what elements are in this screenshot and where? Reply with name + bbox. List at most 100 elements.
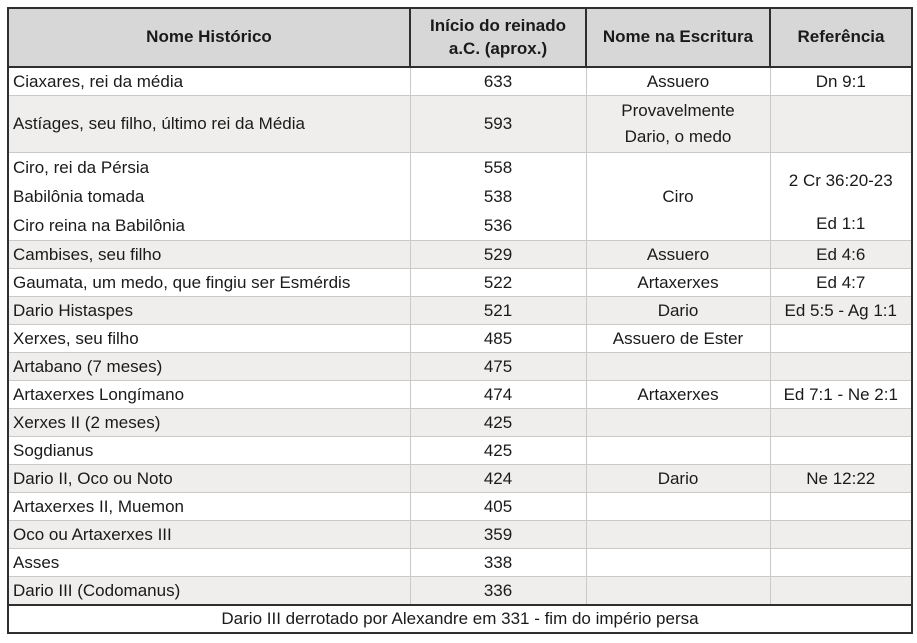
table-row: Oco ou Artaxerxes III 359 xyxy=(7,520,913,549)
historical-name-cell: Xerxes, seu filho xyxy=(7,324,411,353)
reign-start-cell: 338 xyxy=(409,548,587,577)
reference-cell: Dn 9:1 xyxy=(769,66,913,96)
column-header-nome-historico: Nome Histórico xyxy=(7,7,411,68)
reference-cell xyxy=(769,408,913,437)
historical-name-cell: Asses xyxy=(7,548,411,577)
reference-cell xyxy=(769,95,913,153)
historical-name-cell: Oco ou Artaxerxes III xyxy=(7,520,411,549)
reference-cell: Ed 5:5 - Ag 1:1 xyxy=(769,296,913,325)
table-row: Dario III (Codomanus) 336 xyxy=(7,576,913,606)
scripture-name-cell xyxy=(585,436,771,465)
table-row: Artaxerxes Longímano 474 Artaxerxes Ed 7:1 … xyxy=(7,380,913,409)
table-row: Artaxerxes II, Muemon 405 xyxy=(7,492,913,521)
historical-name-cell: Artaxerxes II, Muemon xyxy=(7,492,411,521)
reference-cell xyxy=(769,548,913,577)
scripture-name-cell: Artaxerxes xyxy=(585,268,771,297)
reference-cell xyxy=(769,492,913,521)
reference-cell: Ed 4:6 xyxy=(769,240,913,269)
reference-cell: Ed 4:7 xyxy=(769,268,913,297)
reign-start-cell: 424 xyxy=(409,464,587,493)
historical-name-cell: Astíages, seu filho, último rei da Média xyxy=(7,95,411,153)
table-body: Ciaxares, rei da média 633 Assuero Dn 9:1 As… xyxy=(7,66,913,606)
reign-start-cell: 593 xyxy=(409,95,587,153)
reference-cell xyxy=(769,352,913,381)
historical-name-cell: Dario III (Codomanus) xyxy=(7,576,411,606)
persian-kings-table: Nome Histórico Início do reinado a.C. (a… xyxy=(7,7,913,634)
historical-name-cell: Xerxes II (2 meses) xyxy=(7,408,411,437)
historical-name-cell: Artaxerxes Longímano xyxy=(7,380,411,409)
reference-stack: 2 Cr 36:20-23 Ed 1:1 xyxy=(771,153,912,238)
table-row: Artabano (7 meses) 475 xyxy=(7,352,913,381)
table-header-row: Nome Histórico Início do reinado a.C. (a… xyxy=(7,7,913,68)
reference-cell: 2 Cr 36:20-23 Ed 1:1 xyxy=(769,152,913,241)
table-row: Cambises, seu filho 529 Assuero Ed 4:6 xyxy=(7,240,913,269)
scripture-name-cell: Assuero xyxy=(585,66,771,96)
reference-cell: Ne 12:22 xyxy=(769,464,913,493)
historical-name-cell: Dario II, Oco ou Noto xyxy=(7,464,411,493)
reference-cell xyxy=(769,520,913,549)
scripture-name-cell: Artaxerxes xyxy=(585,380,771,409)
scripture-name-cell: Assuero xyxy=(585,240,771,269)
reference-text: 2 Cr 36:20-23 xyxy=(788,171,893,191)
reign-start-year: 558 xyxy=(483,158,513,177)
scripture-name-cell: Dario xyxy=(585,296,771,325)
reign-start-cell: 633 xyxy=(409,66,587,96)
reference-cell: Ed 7:1 - Ne 2:1 xyxy=(769,380,913,409)
historical-name-cell: Cambises, seu filho xyxy=(7,240,411,269)
historical-name-line: Ciro reina na Babilônia xyxy=(13,216,185,235)
reign-start-cell: 425 xyxy=(409,408,587,437)
reign-start-cell: 405 xyxy=(409,492,587,521)
scripture-name-cell xyxy=(585,408,771,437)
reign-start-cell: 529 xyxy=(409,240,587,269)
historical-name-cell: Dario Histaspes xyxy=(7,296,411,325)
scripture-name-cell: Dario xyxy=(585,464,771,493)
historical-name-cell: Ciro, rei da Pérsia Babilônia tomada Ciro … xyxy=(7,152,411,241)
scripture-name-cell xyxy=(585,548,771,577)
reign-start-cell: 522 xyxy=(409,268,587,297)
scripture-name-line: Dario, o medo xyxy=(624,127,732,146)
scripture-name-cell xyxy=(585,492,771,521)
reign-start-cell: 558 538 536 xyxy=(409,152,587,241)
table-footer-note: Dario III derrotado por Alexandre em 331… xyxy=(7,604,913,634)
table-footer-row: Dario III derrotado por Alexandre em 331… xyxy=(7,604,913,634)
scripture-name-cell xyxy=(585,520,771,549)
reign-start-year: 536 xyxy=(483,216,513,235)
historical-name-line: Babilônia tomada xyxy=(13,187,145,206)
historical-name-cell: Sogdianus xyxy=(7,436,411,465)
reign-start-cell: 475 xyxy=(409,352,587,381)
reign-start-cell: 336 xyxy=(409,576,587,606)
table-row: Astíages, seu filho, último rei da Média… xyxy=(7,95,913,153)
table-row: Xerxes, seu filho 485 Assuero de Ester xyxy=(7,324,913,353)
reign-start-cell: 359 xyxy=(409,520,587,549)
table-row: Asses 338 xyxy=(7,548,913,577)
table-row: Sogdianus 425 xyxy=(7,436,913,465)
column-header-inicio-reinado: Início do reinado a.C. (aprox.) xyxy=(409,7,587,68)
scripture-name-cell xyxy=(585,576,771,606)
reference-cell xyxy=(769,324,913,353)
table-row: Xerxes II (2 meses) 425 xyxy=(7,408,913,437)
reign-start-cell: 485 xyxy=(409,324,587,353)
reign-start-cell: 425 xyxy=(409,436,587,465)
reference-cell xyxy=(769,576,913,606)
table-row: Ciro, rei da Pérsia Babilônia tomada Ciro … xyxy=(7,152,913,241)
scripture-name-cell: Ciro xyxy=(585,152,771,241)
scripture-name-cell: Provavelmente Dario, o medo xyxy=(585,95,771,153)
scripture-name-line: Provavelmente xyxy=(621,101,735,120)
historical-name-line: Ciro, rei da Pérsia xyxy=(13,158,150,177)
historical-name-cell: Artabano (7 meses) xyxy=(7,352,411,381)
table-row: Dario II, Oco ou Noto 424 Dario Ne 12:22 xyxy=(7,464,913,493)
table-row: Gaumata, um medo, que fingiu ser Esmérdi… xyxy=(7,268,913,297)
scripture-name-cell xyxy=(585,352,771,381)
scripture-name-cell: Assuero de Ester xyxy=(585,324,771,353)
reference-text: Ed 1:1 xyxy=(816,213,866,233)
table-row: Dario Histaspes 521 Dario Ed 5:5 - Ag 1:1 xyxy=(7,296,913,325)
reign-start-cell: 521 xyxy=(409,296,587,325)
table-row: Ciaxares, rei da média 633 Assuero Dn 9:1 xyxy=(7,66,913,96)
historical-name-cell: Ciaxares, rei da média xyxy=(7,66,411,96)
reign-start-cell: 474 xyxy=(409,380,587,409)
reference-cell xyxy=(769,436,913,465)
column-header-nome-escritura: Nome na Escritura xyxy=(585,7,771,68)
historical-name-cell: Gaumata, um medo, que fingiu ser Esmérdi… xyxy=(7,268,411,297)
reign-start-year: 538 xyxy=(483,187,513,206)
